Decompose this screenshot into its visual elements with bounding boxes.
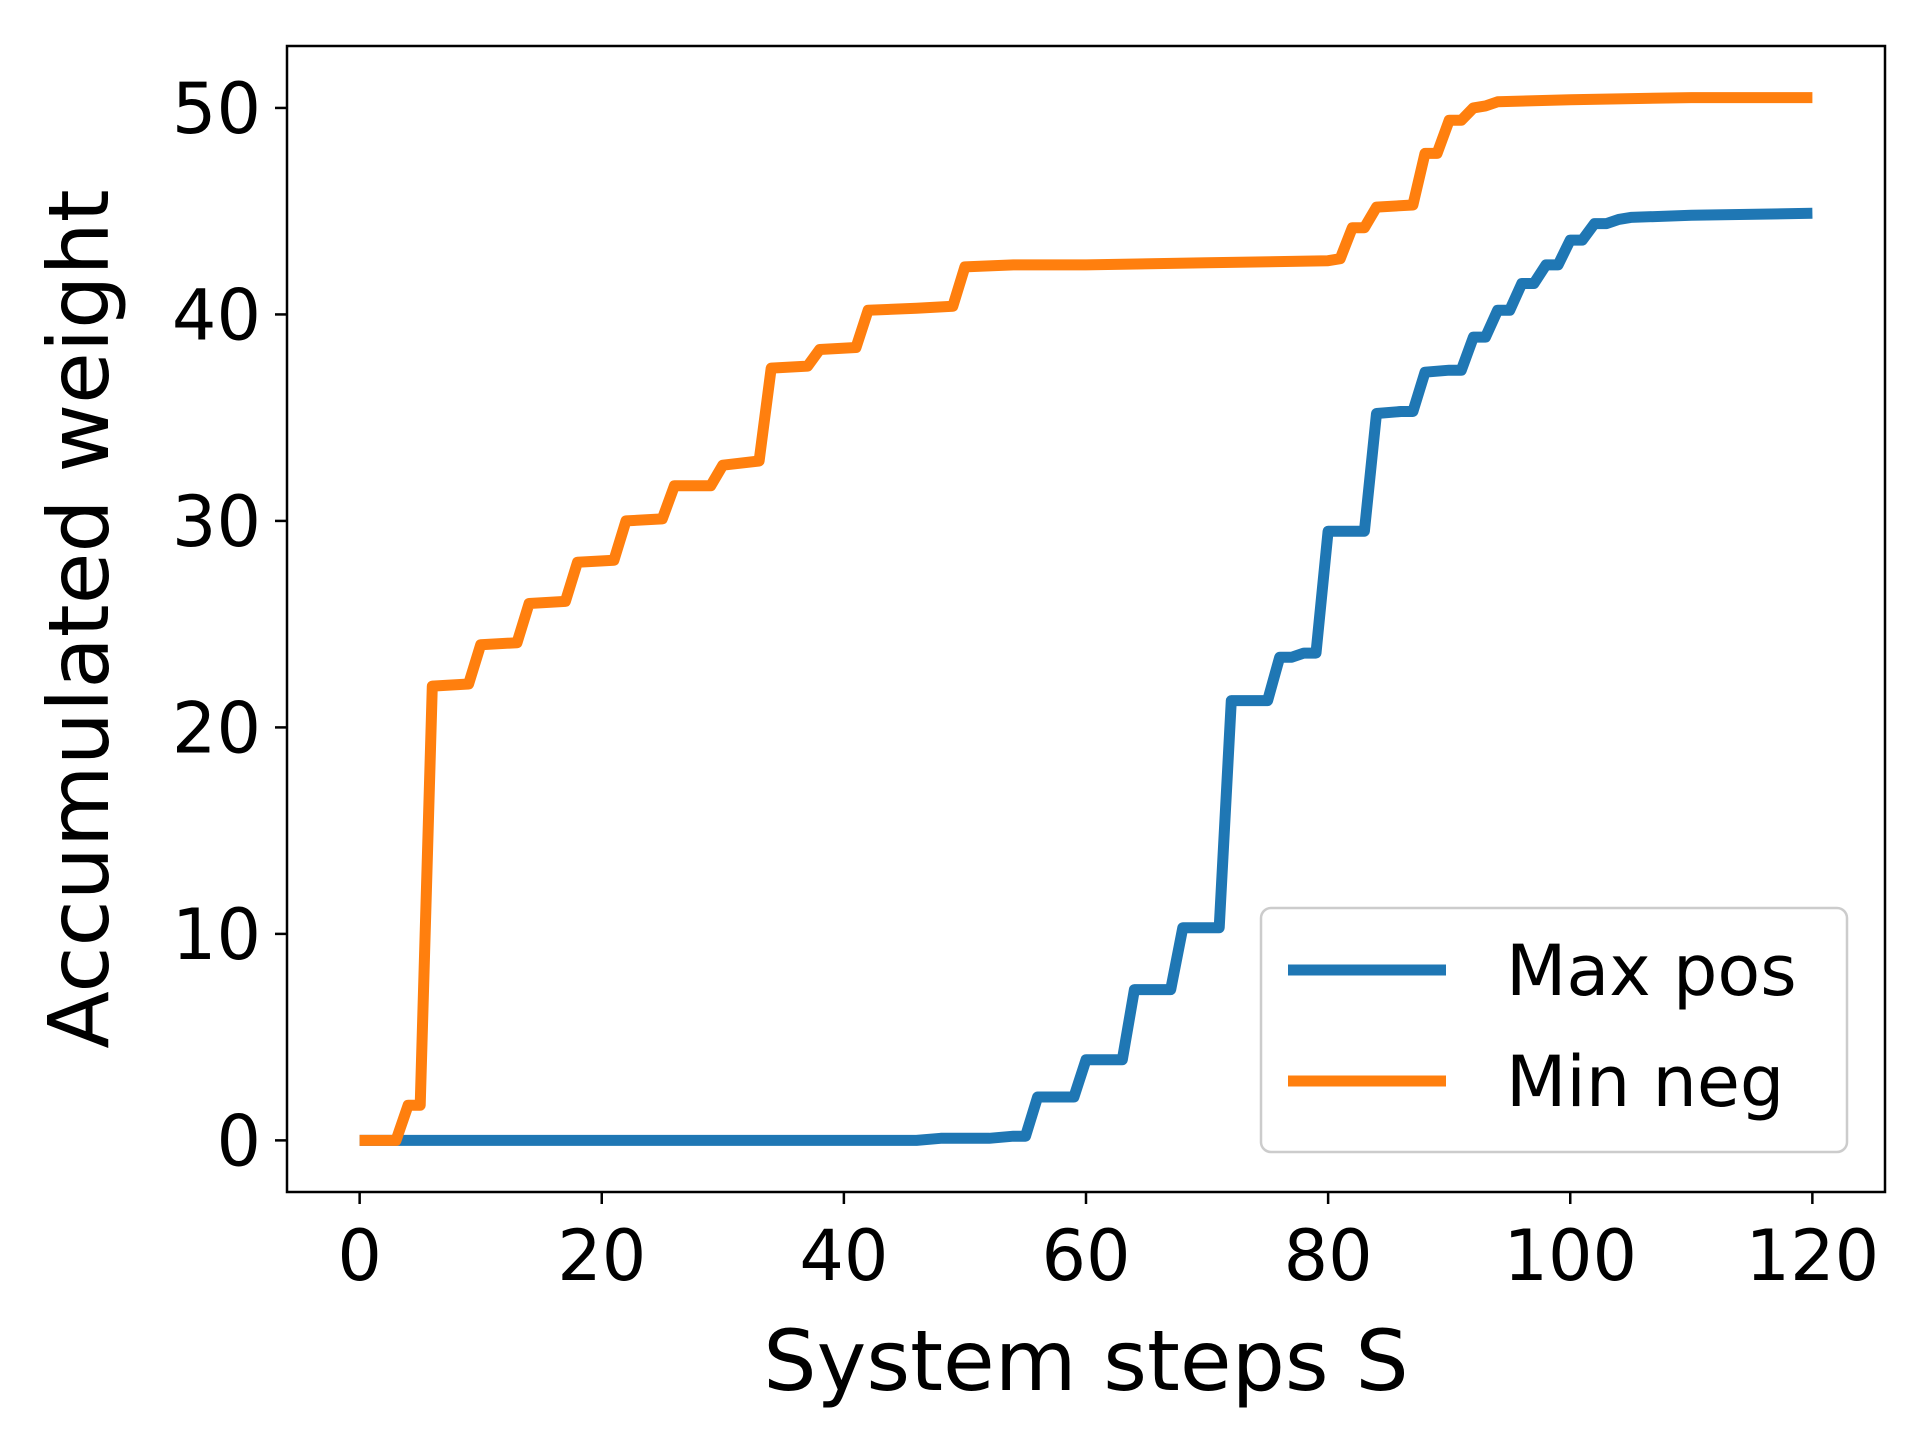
x-tick-label: 80 [1284,1215,1373,1297]
y-tick-label: 50 [172,68,261,150]
y-tick-label: 40 [172,274,261,356]
y-tick-label: 10 [172,894,261,976]
x-tick-label: 0 [337,1215,382,1297]
legend-label-max-pos: Max pos [1506,930,1797,1012]
series-layer [359,92,1813,1146]
y-axis: 0 10 20 30 40 50 [172,68,287,1182]
x-axis-label: System steps S [763,1312,1408,1410]
x-tick-label: 100 [1503,1215,1637,1297]
legend-label-min-neg: Min neg [1506,1041,1784,1123]
series-line-max-pos [359,207,1813,1146]
y-tick-label: 30 [172,481,261,563]
x-axis: 0 20 40 60 80 100 120 [337,1192,1879,1297]
x-tick-label: 20 [557,1215,646,1297]
legend: Max pos Min neg [1259,906,1849,1154]
x-tick-label: 40 [799,1215,888,1297]
y-axis-label: Accumulated weight [30,189,128,1048]
y-tick-label: 20 [172,687,261,769]
x-tick-label: 120 [1746,1215,1880,1297]
series-line-min-neg [359,92,1813,1146]
x-tick-label: 60 [1041,1215,1130,1297]
y-tick-label: 0 [216,1100,261,1182]
